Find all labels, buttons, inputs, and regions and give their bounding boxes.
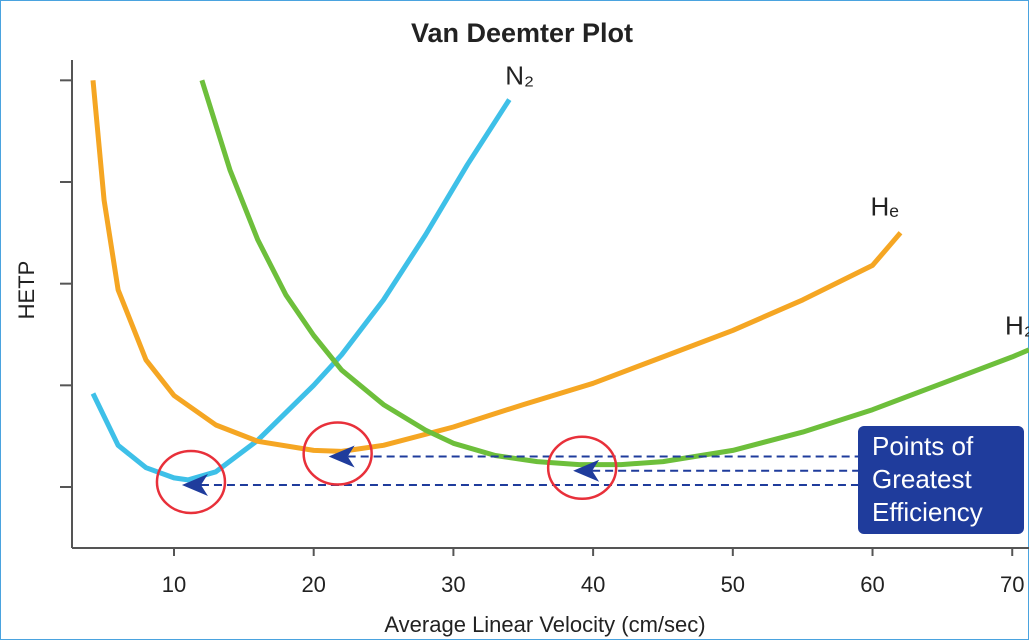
x-tick-label: 70 [1000, 572, 1024, 597]
arrow-head [573, 459, 600, 482]
x-tick-label: 50 [721, 572, 745, 597]
line-series [199, 79, 1029, 468]
arrow-head [328, 445, 355, 468]
highlight-circle [546, 435, 618, 500]
x-tick-label: 10 [162, 572, 186, 597]
x-tick-label: 30 [441, 572, 465, 597]
x-tick-label: 40 [581, 572, 605, 597]
highlight-circle [155, 449, 227, 515]
line-series [90, 80, 903, 454]
annotation-text: Points of [872, 431, 974, 461]
x-tick-label: 60 [860, 572, 884, 597]
annotation-text: Efficiency [872, 497, 983, 527]
y-axis-label: HETP [14, 261, 39, 320]
annotation-box [858, 426, 1024, 534]
series-label: Hₑ [870, 192, 898, 222]
series-label: H₂ [1005, 311, 1029, 341]
chart-title: Van Deemter Plot [411, 18, 633, 48]
x-axis-label: Average Linear Velocity (cm/sec) [384, 612, 705, 637]
arrow-head [181, 473, 208, 496]
line-series [90, 98, 512, 483]
x-tick-label: 20 [301, 572, 325, 597]
series-label: N₂ [505, 61, 534, 91]
highlight-circle [302, 421, 373, 486]
annotation-text: Greatest [872, 464, 972, 494]
